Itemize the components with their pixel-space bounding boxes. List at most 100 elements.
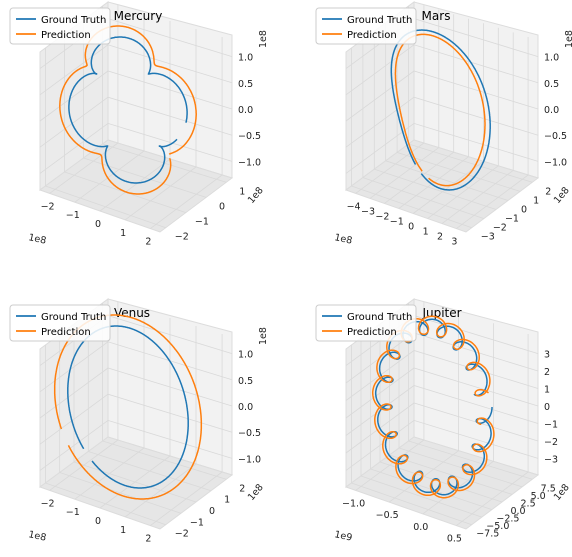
- legend-box: [315, 304, 417, 342]
- x-tick-label: −1.0: [342, 498, 365, 509]
- z-gridline: [345, 44, 539, 96]
- z-tick-label: 1.0: [238, 53, 253, 64]
- z-tick-label: 0: [544, 402, 550, 413]
- y-tick-label: −2.5: [496, 514, 519, 525]
- x-gridline: [99, 318, 171, 509]
- x-gridline: [422, 323, 494, 515]
- y-gridline: [87, 313, 212, 492]
- z-scale-label: 1e8: [564, 30, 572, 48]
- legend-label-prediction: Prediction: [41, 30, 91, 41]
- x-scale-label: 1e8: [27, 232, 47, 246]
- series-ground-truth-line: [67, 325, 189, 489]
- x-tick-label: −2: [41, 498, 55, 509]
- x-tick-label: −2: [41, 201, 55, 212]
- y-tick-label: 1: [224, 495, 230, 506]
- x-tick-label: 3: [451, 237, 457, 248]
- x-gridline: [369, 9, 440, 199]
- x-gridline: [388, 312, 460, 503]
- y-tick-label: −7.5: [476, 529, 499, 540]
- y-tick-label: 0: [219, 201, 225, 212]
- y-scale-label: 1e8: [552, 185, 572, 206]
- x-tick-label: −1: [66, 210, 80, 221]
- series-prediction-line: [394, 33, 486, 187]
- x-gridline: [456, 334, 529, 526]
- x-tick-label: 0.5: [447, 534, 462, 545]
- series-ground-truth-line: [390, 29, 491, 191]
- z-gridline: [345, 385, 539, 436]
- z-tick-label: 0.0: [238, 105, 253, 116]
- z-tick-label: −0.5: [544, 131, 567, 142]
- z-tick-label: −0.5: [238, 428, 261, 439]
- z-tick-label: 0.5: [238, 79, 253, 90]
- y-tick-label: −5.0: [486, 521, 509, 532]
- x-gridline: [150, 334, 223, 526]
- y-tick-label: −2: [175, 232, 189, 243]
- z-gridline: [345, 96, 539, 148]
- series-ground-truth-line: [68, 36, 188, 184]
- y-tick-label: 5.0: [531, 491, 546, 502]
- z-gridline: [39, 96, 233, 148]
- legend-label-prediction: Prediction: [347, 30, 397, 41]
- x-tick-label: 1: [120, 228, 126, 239]
- z-tick-label: 2: [544, 367, 550, 378]
- series-prediction-line: [53, 314, 203, 500]
- y-tick-label: 1: [239, 186, 245, 197]
- legend-label-ground-truth: Ground Truth: [41, 15, 106, 26]
- series-prediction-line: [371, 315, 495, 499]
- x-tick-label: 2: [145, 534, 151, 545]
- x-gridline: [74, 13, 145, 203]
- y-tick-label: −1: [505, 214, 519, 225]
- z-gridline: [345, 350, 539, 401]
- legend: Ground Truth Prediction: [315, 304, 417, 342]
- floor-pane: [38, 139, 234, 233]
- y-tick-label: −3: [481, 232, 495, 243]
- x-tick-label: 0: [95, 219, 101, 230]
- y-scale-label: 1e8: [246, 482, 266, 503]
- y-tick-label: 2: [545, 186, 551, 197]
- y-tick-label: 2.5: [521, 498, 536, 509]
- panel-title: Venus: [114, 306, 150, 320]
- z-gridline: [345, 122, 539, 174]
- x-tick-label: −3: [361, 206, 375, 217]
- legend-label-ground-truth: Ground Truth: [347, 15, 412, 26]
- y-gridline: [385, 22, 509, 201]
- z-gridline: [39, 70, 233, 122]
- legend-box: [9, 304, 111, 342]
- series-ground-truth-line: [374, 318, 493, 496]
- x-tick-label: −4: [347, 201, 361, 212]
- z-tick-label: 1.0: [544, 53, 559, 64]
- x-tick-label: 0.0: [413, 522, 428, 533]
- z-tick-label: −2: [544, 437, 558, 448]
- floor-pane: [38, 436, 234, 530]
- z-gridline: [345, 70, 539, 122]
- x-gridline: [398, 18, 470, 209]
- x-gridline: [456, 37, 529, 229]
- y-tick-label: −1: [190, 517, 204, 528]
- y-gridline: [102, 6, 227, 183]
- legend-box: [315, 7, 417, 45]
- floor-pane: [344, 139, 540, 233]
- z-gridline: [39, 341, 233, 393]
- x-gridline: [441, 32, 514, 224]
- panel-mercury: −2 −1 0 1 2 −2 −1 0 1 −1.0 −0.5 0.0 0.5 1.0 1e8 1e8 1e8 M…: [9, 1, 269, 248]
- z-tick-label: 3: [544, 350, 550, 361]
- y-gridline: [73, 324, 197, 503]
- z-gridline: [39, 122, 233, 174]
- x-scale-label: 1e8: [333, 232, 353, 246]
- panel-title: Jupiter: [421, 306, 461, 320]
- z-gridline: [39, 393, 233, 445]
- z-scale-label: 1e8: [258, 30, 269, 48]
- x-tick-label: −1: [390, 216, 404, 227]
- y-tick-label: 2: [239, 483, 245, 494]
- x-tick-label: 0: [95, 516, 101, 527]
- z-tick-label: −1.0: [238, 454, 261, 465]
- y-gridline: [351, 48, 472, 229]
- legend-label-prediction: Prediction: [41, 327, 91, 338]
- x-gridline: [124, 29, 197, 221]
- x-scale-label: 1e9: [333, 529, 353, 543]
- z-tick-label: −1.0: [238, 157, 261, 168]
- z-tick-label: −1.0: [544, 157, 567, 168]
- y-tick-label: 0.0: [510, 506, 525, 517]
- y-tick-label: 0: [209, 506, 215, 517]
